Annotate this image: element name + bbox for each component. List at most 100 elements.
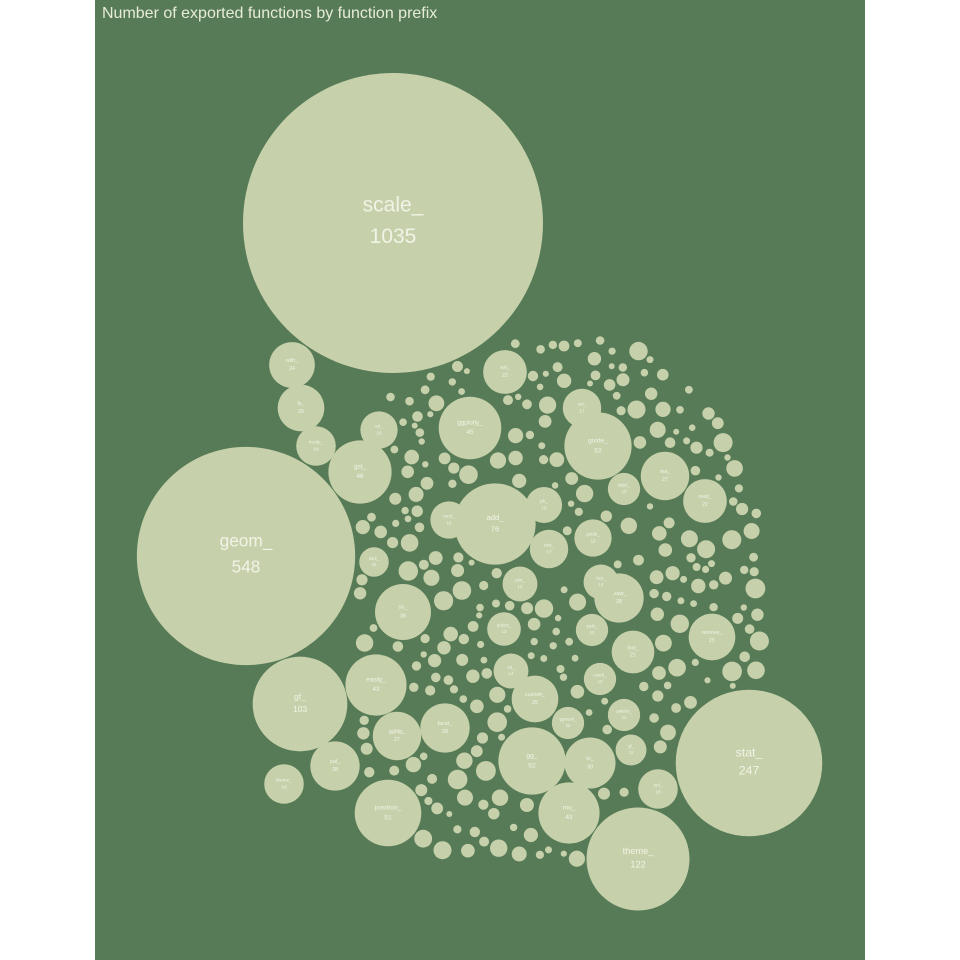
filler-bubble bbox=[663, 681, 672, 690]
filler-bubble bbox=[359, 715, 369, 725]
bubble-stat-2: stat_ 247 bbox=[675, 689, 823, 837]
bubble-mode-27: mode_ 18 bbox=[296, 426, 336, 466]
filler-bubble bbox=[692, 563, 701, 571]
filler-bubble bbox=[658, 543, 673, 557]
bubble-ts-14: ts_ 30 bbox=[564, 737, 616, 789]
filler-bubble bbox=[476, 612, 483, 619]
bubble-label: theme_ bbox=[623, 846, 655, 856]
filler-bubble bbox=[608, 363, 615, 370]
filler-bubble bbox=[456, 752, 473, 769]
bubble-circle bbox=[640, 451, 690, 501]
filler-bubble bbox=[713, 433, 733, 453]
filler-bubble bbox=[729, 682, 736, 689]
bubble-circle bbox=[252, 656, 348, 752]
filler-bubble bbox=[598, 787, 610, 800]
filler-bubble bbox=[448, 462, 460, 474]
filler-bubble bbox=[565, 472, 579, 485]
filler-bubble bbox=[616, 373, 630, 387]
bubble-ggrepel-43: ggrepel_12 bbox=[551, 706, 585, 740]
filler-bubble bbox=[732, 612, 744, 624]
filler-bubble bbox=[392, 519, 400, 528]
filler-bubble bbox=[405, 396, 414, 406]
filler-bubble bbox=[538, 442, 546, 450]
bubble-circle bbox=[675, 689, 823, 837]
bubble-value: 28 bbox=[442, 729, 448, 735]
filler-bubble bbox=[690, 600, 697, 607]
filler-bubble bbox=[549, 642, 557, 650]
bubble-label: ad_ bbox=[375, 423, 383, 428]
filler-bubble bbox=[633, 436, 647, 449]
bubble-circle bbox=[607, 472, 641, 506]
filler-bubble bbox=[490, 839, 508, 857]
filler-bubble bbox=[736, 502, 749, 516]
bubble-value: 14 bbox=[509, 671, 514, 676]
filler-bubble bbox=[405, 756, 422, 773]
bubble-circle bbox=[688, 613, 736, 661]
bubble-label: adjust_ bbox=[497, 623, 512, 628]
filler-bubble bbox=[404, 515, 412, 523]
bubble-circle bbox=[310, 741, 360, 791]
bubble-label: plot_ bbox=[515, 578, 525, 583]
filler-bubble bbox=[498, 733, 506, 741]
bubble-value: 15 bbox=[541, 505, 547, 510]
bubble-label: easily_ bbox=[366, 677, 386, 684]
filler-bubble bbox=[652, 666, 666, 680]
filler-bubble bbox=[662, 591, 672, 602]
bubble-label: read_ bbox=[698, 494, 711, 500]
bubble-read-25: read_ 22 bbox=[683, 479, 727, 523]
filler-bubble bbox=[448, 378, 456, 386]
bubble-circle bbox=[372, 711, 422, 761]
filler-bubble bbox=[428, 551, 443, 565]
bubble-label: guide_ bbox=[586, 531, 600, 536]
filler-bubble bbox=[551, 482, 559, 489]
filler-bubble bbox=[461, 843, 475, 858]
filler-bubble bbox=[387, 537, 399, 549]
bubble-circle bbox=[583, 662, 617, 696]
filler-bubble bbox=[470, 745, 483, 758]
bubble-circle bbox=[375, 584, 431, 640]
filler-bubble bbox=[739, 651, 750, 663]
bubble-circle bbox=[483, 350, 527, 394]
filler-bubble bbox=[438, 452, 451, 465]
filler-bubble bbox=[686, 553, 696, 563]
filler-bubble bbox=[649, 421, 666, 438]
filler-bubble bbox=[560, 586, 568, 594]
bubble-circle bbox=[574, 519, 612, 557]
filler-bubble bbox=[640, 368, 649, 377]
bubble-circle bbox=[683, 479, 727, 523]
bubble-circle bbox=[538, 782, 600, 844]
filler-bubble bbox=[480, 656, 488, 664]
filler-bubble bbox=[456, 653, 469, 666]
filler-bubble bbox=[724, 454, 731, 461]
bubble-ss-13: ss_ 36 bbox=[375, 584, 431, 640]
filler-bubble bbox=[705, 448, 714, 457]
filler-bubble bbox=[492, 599, 500, 608]
bubble-mo-12: mo_ 43 bbox=[538, 782, 600, 844]
bubble-circle bbox=[562, 388, 602, 428]
filler-bubble bbox=[574, 507, 583, 516]
bubble-value: 247 bbox=[739, 764, 760, 778]
filler-bubble bbox=[353, 587, 367, 600]
filler-bubble bbox=[685, 385, 693, 394]
filler-bubble bbox=[664, 437, 676, 449]
bubble-label: facet_ bbox=[438, 721, 454, 727]
filler-bubble bbox=[367, 512, 376, 522]
bubble-circle bbox=[136, 446, 356, 666]
bubble-circle bbox=[511, 675, 559, 723]
bubble-label: custom_ bbox=[525, 692, 545, 698]
filler-bubble bbox=[459, 465, 478, 485]
filler-bubble bbox=[751, 508, 762, 519]
filler-bubble bbox=[603, 379, 616, 391]
filler-bubble bbox=[602, 724, 612, 735]
filler-bubble bbox=[414, 829, 433, 848]
filler-bubble bbox=[665, 566, 680, 581]
bubble-add-5: add_ 76 bbox=[454, 483, 536, 565]
filler-bubble bbox=[443, 626, 459, 642]
bubble-value: 12 bbox=[622, 715, 627, 720]
filler-bubble bbox=[530, 637, 538, 646]
filler-bubble bbox=[458, 633, 469, 645]
filler-bubble bbox=[671, 703, 681, 713]
filler-bubble bbox=[434, 591, 454, 611]
filler-bubble bbox=[488, 808, 500, 820]
